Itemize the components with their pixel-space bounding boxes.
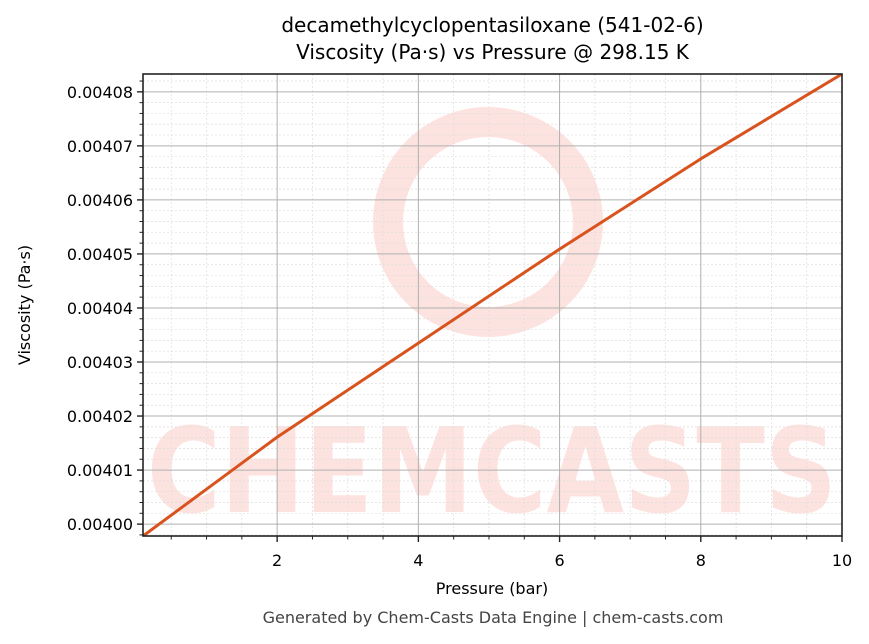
y-tick-label: 0.00403 [67, 353, 133, 372]
y-axis-label: Viscosity (Pa·s) [15, 245, 34, 365]
chart-title-line1: decamethylcyclopentasiloxane (541-02-6) [281, 13, 704, 37]
chart-title-line2: Viscosity (Pa·s) vs Pressure @ 298.15 K [296, 40, 689, 64]
y-tick-label: 0.00400 [67, 515, 133, 534]
x-tick-label: 2 [272, 551, 282, 570]
minor-grid [143, 74, 842, 536]
y-tick-label: 0.00407 [67, 137, 133, 156]
y-axis: 0.00400 0.00401 0.00402 0.00403 0.00404 0.004… [67, 80, 143, 536]
y-tick-label: 0.00406 [67, 191, 133, 210]
y-tick-label: 0.00404 [67, 299, 133, 318]
viscosity-line [143, 74, 842, 536]
data-series [143, 74, 842, 536]
x-tick-label: 6 [554, 551, 564, 570]
plot-frame [142, 73, 843, 537]
svg-text:CHEMCASTS: CHEMCASTS [147, 402, 837, 540]
x-tick-label: 8 [696, 551, 706, 570]
y-tick-label: 0.00401 [67, 461, 133, 480]
y-tick-label: 0.00402 [67, 407, 133, 426]
y-tick-label: 0.00405 [67, 245, 133, 264]
footer-credit: Generated by Chem-Casts Data Engine | ch… [262, 608, 724, 627]
x-tick-label: 4 [413, 551, 423, 570]
y-tick-label: 0.00408 [67, 83, 133, 102]
x-axis-label: Pressure (bar) [436, 579, 548, 598]
x-axis: 2 4 6 8 10 [170, 536, 852, 570]
x-tick-label: 10 [832, 551, 852, 570]
chemcasts-watermark: CHEMCASTS [147, 107, 837, 540]
